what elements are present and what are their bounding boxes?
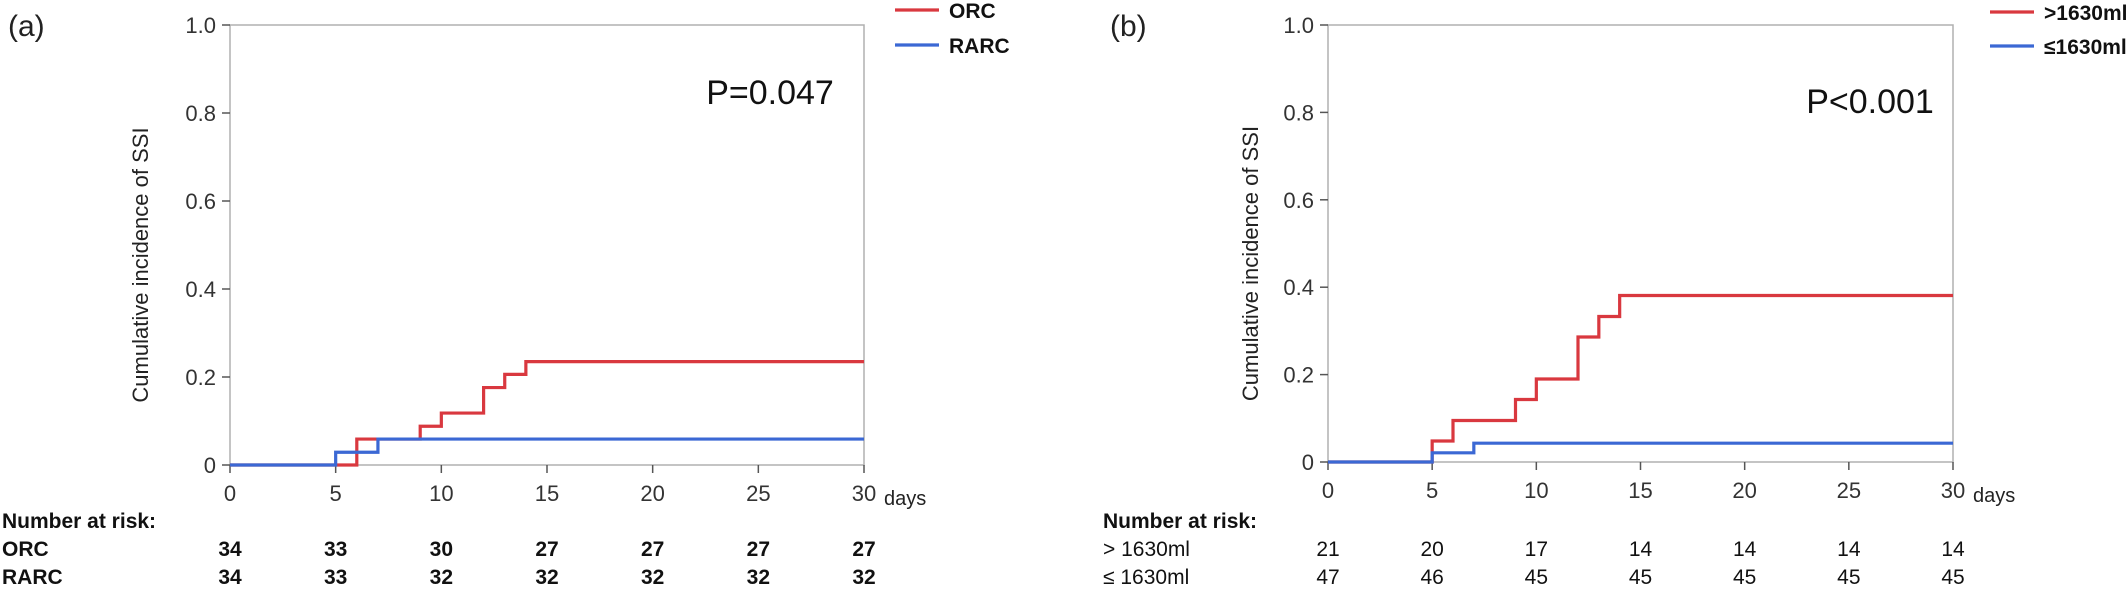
legend-label-1: ORC: [949, 0, 996, 23]
risk-value: 34: [218, 566, 242, 589]
risk-table-title: Number at risk:: [1103, 510, 1257, 533]
risk-value: 17: [1525, 538, 1548, 561]
series-line-1: [230, 360, 864, 467]
risk-value: 45: [1941, 566, 1964, 589]
y-tick-label: 0.2: [185, 365, 216, 390]
risk-value: 27: [641, 538, 664, 561]
x-tick-label: 0: [224, 481, 236, 506]
p-value-annotation: P=0.047: [706, 74, 834, 112]
risk-value: 45: [1837, 566, 1860, 589]
chart-panel-1: (a) 0 0.2 0.4 0.6 0.8 1.0 0 5 10 15 20 25 30 days Cumul…: [2, 0, 1010, 589]
x-tick-label: 30: [852, 481, 876, 506]
series-line-2: [230, 437, 864, 467]
x-tick-label: 20: [640, 481, 664, 506]
risk-value: 14: [1941, 538, 1965, 561]
y-axis-label: Cumulative incidence of SSI: [1238, 126, 1263, 401]
x-tick-label: 5: [1426, 478, 1438, 503]
x-tick-label: 20: [1732, 478, 1756, 503]
risk-value: 32: [535, 566, 558, 589]
x-tick-label: 5: [330, 481, 342, 506]
panel-label: (b): [1110, 10, 1147, 43]
risk-value: 14: [1837, 538, 1861, 561]
y-axis-label: Cumulative incidence of SSI: [128, 127, 153, 402]
risk-value: 33: [324, 538, 347, 561]
risk-value: 14: [1629, 538, 1653, 561]
y-tick-label: 0.8: [185, 101, 216, 126]
risk-value: 45: [1629, 566, 1652, 589]
y-tick-label: 0.8: [1283, 100, 1314, 125]
risk-value: 33: [324, 566, 347, 589]
risk-value: 32: [852, 566, 875, 589]
risk-row-label: > 1630ml: [1103, 538, 1190, 561]
x-tick-label: 30: [1941, 478, 1965, 503]
risk-value: 45: [1525, 566, 1548, 589]
x-tick-label: 0: [1322, 478, 1334, 503]
x-axis-label: days: [1973, 485, 2015, 507]
legend-label-2: ≤1630ml: [2044, 36, 2127, 59]
risk-table-title: Number at risk:: [2, 510, 156, 533]
risk-value: 30: [430, 538, 453, 561]
series-line-1: [1328, 293, 1953, 464]
risk-value: 34: [218, 538, 242, 561]
risk-value: 27: [852, 538, 875, 561]
risk-value: 47: [1316, 566, 1339, 589]
x-tick-label: 15: [535, 481, 559, 506]
chart-panel-2: (b) 0 0.2 0.4 0.6 0.8 1.0 0 5 10 15 20 25 30 days Cumul…: [1103, 2, 2128, 589]
risk-value: 32: [430, 566, 453, 589]
risk-value: 21: [1316, 538, 1339, 561]
y-tick-label: 0.4: [185, 277, 216, 302]
risk-value: 32: [747, 566, 770, 589]
x-axis-label: days: [884, 488, 926, 510]
x-tick-label: 10: [429, 481, 453, 506]
series-line-2: [1328, 441, 1953, 464]
y-tick-label: 0: [1302, 450, 1314, 475]
risk-row-label: ≤ 1630ml: [1103, 566, 1189, 589]
panel-label: (a): [8, 10, 45, 43]
risk-value: 32: [641, 566, 664, 589]
y-tick-label: 0.6: [1283, 188, 1314, 213]
risk-value: 14: [1733, 538, 1757, 561]
p-value-annotation: P<0.001: [1806, 83, 1934, 121]
risk-row-label: ORC: [2, 538, 49, 561]
y-tick-label: 0.4: [1283, 275, 1314, 300]
risk-value: 46: [1420, 566, 1443, 589]
y-tick-label: 1.0: [1283, 13, 1314, 38]
x-tick-label: 25: [1837, 478, 1861, 503]
y-tick-label: 1.0: [185, 13, 216, 38]
y-tick-label: 0.2: [1283, 363, 1314, 388]
x-tick-label: 15: [1628, 478, 1652, 503]
x-tick-label: 25: [746, 481, 770, 506]
legend-label-1: >1630ml: [2044, 2, 2128, 25]
y-tick-label: 0.6: [185, 189, 216, 214]
risk-value: 20: [1420, 538, 1443, 561]
risk-value: 27: [747, 538, 770, 561]
risk-row-label: RARC: [2, 566, 63, 589]
legend-label-2: RARC: [949, 35, 1010, 58]
risk-value: 27: [535, 538, 558, 561]
risk-value: 45: [1733, 566, 1756, 589]
x-tick-label: 10: [1524, 478, 1548, 503]
y-tick-label: 0: [204, 453, 216, 478]
